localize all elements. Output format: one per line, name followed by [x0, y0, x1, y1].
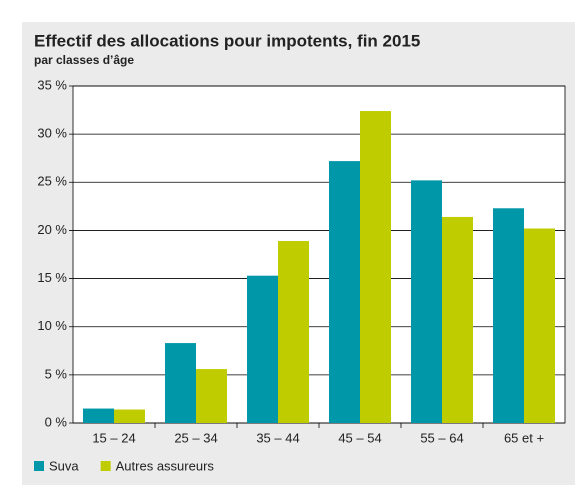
plot-area [72, 85, 566, 424]
bar [411, 180, 442, 423]
y-tick-label: 0 % [45, 414, 68, 429]
x-tick-label: 35 – 44 [256, 430, 299, 445]
x-tick-label: 45 – 54 [338, 430, 381, 445]
bar [278, 241, 309, 423]
bar [329, 161, 360, 424]
legend-swatch [100, 461, 111, 471]
legend-label: Autres assureurs [116, 458, 215, 473]
legend-swatch [34, 461, 44, 471]
y-tick-label: 5 % [45, 366, 68, 381]
x-tick-label: 55 – 64 [420, 430, 463, 445]
bar [524, 228, 555, 423]
bar [114, 409, 145, 423]
y-tick-label: 25 % [37, 174, 67, 189]
bar [165, 343, 196, 423]
y-tick-label: 10 % [37, 318, 67, 333]
bar [196, 369, 227, 423]
x-tick-label: 65 et + [504, 430, 544, 445]
chart-subtitle: par classes d’âge [34, 53, 134, 67]
bar [83, 408, 114, 423]
bar [360, 111, 391, 423]
y-tick-label: 30 % [37, 126, 67, 141]
y-tick-label: 20 % [37, 222, 67, 237]
y-tick-label: 15 % [37, 270, 67, 285]
bar [493, 208, 524, 423]
chart-title: Effectif des allocations pour impotents,… [34, 31, 420, 50]
y-tick-label: 35 % [37, 77, 67, 92]
x-tick-label: 25 – 34 [174, 430, 217, 445]
bar [442, 216, 473, 423]
bar [247, 275, 278, 423]
x-tick-label: 15 – 24 [92, 430, 135, 445]
legend-label: Suva [49, 458, 79, 473]
